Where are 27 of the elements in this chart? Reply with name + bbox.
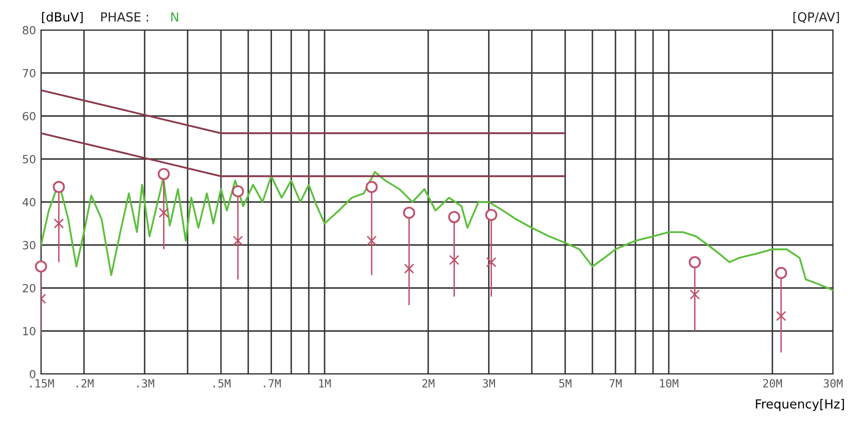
x-tick-label: .15M: [30, 379, 54, 388]
text: N: [171, 12, 178, 22]
x-tick-label: .3M: [137, 379, 154, 388]
x-tick-label: 1M: [319, 379, 331, 388]
y-tick-label: 50: [22, 154, 36, 164]
x-tick-label: .5M: [214, 379, 231, 388]
y-axis-title: [dBuV]: [42, 12, 83, 24]
x-tick-label: 30M: [824, 379, 843, 388]
y-tick-label: 60: [22, 112, 36, 120]
x-tick-label: 5M: [559, 379, 572, 388]
y-tick-label: 80: [22, 26, 36, 34]
x-tick-label: .2M: [76, 379, 94, 388]
y-tick-label: 0: [30, 370, 36, 378]
x-axis-title: Frequency[Hz]: [756, 398, 844, 412]
x-tick-label: 10M: [660, 379, 678, 388]
x-tick-label: 2M: [422, 379, 434, 388]
text: PHASE :: [101, 12, 148, 22]
y-tick-label: 20: [22, 284, 36, 292]
x-tick-label: 20M: [763, 379, 782, 388]
y-tick-label: 30: [22, 240, 36, 250]
text: [QP/AV]: [793, 12, 839, 24]
x-tick-label: 3M: [482, 379, 496, 388]
x-tick-label: 7M: [610, 379, 622, 388]
y-tick-label: 40: [22, 198, 36, 206]
x-tick-label: .7M: [264, 379, 281, 388]
y-tick-label: 70: [22, 68, 36, 78]
y-tick-label: 10: [23, 326, 36, 336]
